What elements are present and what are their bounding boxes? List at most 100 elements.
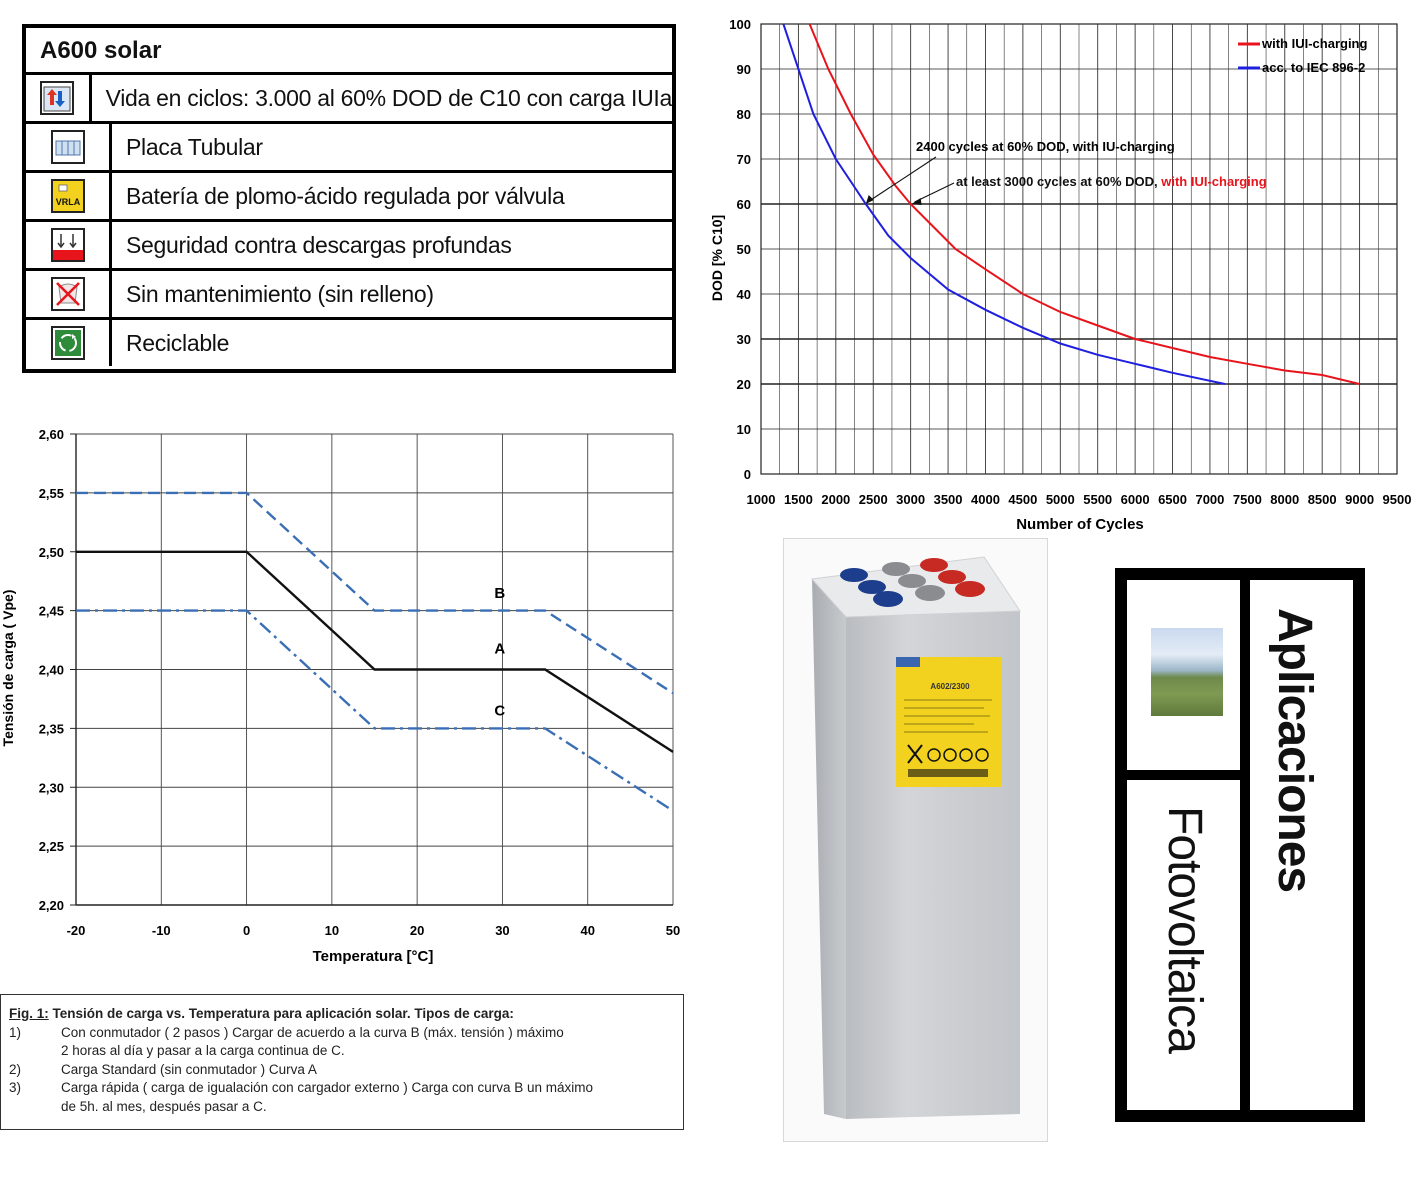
voltage-chart-x-label: Temperatura [°C] — [313, 948, 434, 965]
y-tick-label: 0 — [744, 467, 751, 482]
x-tick-label: 50 — [666, 923, 680, 938]
feature-table: A600 solar Vida en ciclos: 3.000 al 60% … — [22, 24, 676, 373]
cycles-dod-chart: 0 10 20 30 40 50 60 70 80 90 100 1000 1500 2000 2500 3… — [709, 17, 1412, 533]
cycles-chart-grid — [760, 23, 1398, 475]
x-tick-label: 10 — [325, 923, 339, 938]
x-tick-label: 4500 — [1008, 492, 1037, 507]
feature-row: Seguridad contra descargas profundas — [26, 222, 672, 271]
vrla-icon-label: VRLA — [55, 197, 80, 207]
series-line — [76, 491, 674, 695]
battery-illustration: A602/2300 — [810, 556, 1021, 1119]
figure-caption: Fig. 1: Tensión de carga vs. Temperatura… — [0, 994, 684, 1130]
applications-box: Aplicaciones Fotovoltaica — [1115, 568, 1365, 1122]
applications-subtitle: Fotovoltaica — [1158, 806, 1211, 1053]
y-tick-label: 2,40 — [39, 663, 64, 678]
annotation-arrow — [914, 182, 955, 203]
feature-text: Reciclable — [126, 330, 230, 356]
y-tick-label: 2,60 — [39, 427, 64, 442]
x-tick-label: 8500 — [1308, 492, 1337, 507]
applications-title: Aplicaciones — [1268, 608, 1321, 893]
x-tick-label: 40 — [580, 923, 594, 938]
caption-item-line: Con conmutador ( 2 pasos ) Cargar de acu… — [61, 1024, 564, 1040]
y-tick-label: 2,25 — [39, 839, 64, 854]
cycles-chart-y-label: DOD [% C10] — [709, 215, 725, 301]
x-tick-label: 2000 — [821, 492, 850, 507]
x-tick-label: 7500 — [1233, 492, 1262, 507]
curve-label: A — [494, 640, 505, 657]
feature-row: VRLA Batería de plomo-ácido regulada por… — [26, 173, 672, 222]
series-line — [782, 23, 1226, 385]
feature-text: Sin mantenimiento (sin relleno) — [126, 281, 434, 307]
y-tick-label: 100 — [729, 17, 751, 32]
feature-text: Placa Tubular — [126, 134, 263, 160]
feature-table-title: A600 solar — [26, 28, 672, 75]
vrla-icon: VRLA — [50, 179, 85, 213]
x-tick-label: 3000 — [896, 492, 925, 507]
x-tick-label: 1500 — [784, 492, 813, 507]
x-tick-label: 7000 — [1195, 492, 1224, 507]
feature-text: Batería de plomo-ácido regulada por válv… — [126, 183, 565, 209]
x-tick-label: 5500 — [1083, 492, 1112, 507]
x-tick-label: 2500 — [859, 492, 888, 507]
battery-terminals — [840, 558, 985, 607]
caption-item: 1) Con conmutador ( 2 pasos ) Cargar de … — [9, 1024, 673, 1061]
y-tick-label: 2,50 — [39, 545, 64, 560]
y-tick-label: 30 — [737, 332, 751, 347]
caption-item-line: Carga Standard (sin conmutador ) Curva A — [61, 1061, 317, 1077]
feature-row: Placa Tubular — [26, 124, 672, 173]
caption-item-line: 2 horas al día y pasar a la carga contin… — [61, 1043, 345, 1058]
y-tick-label: 90 — [737, 62, 751, 77]
series-line — [76, 609, 674, 812]
voltage-chart-y-ticks: 2,20 2,25 2,30 2,35 2,40 2,45 2,50 2,55 2,60 — [39, 427, 64, 913]
feature-text: Vida en ciclos: 3.000 al 60% DOD de C10 … — [105, 85, 673, 111]
y-tick-label: 2,30 — [39, 780, 64, 795]
y-tick-label: 40 — [737, 287, 751, 302]
x-tick-label: 9500 — [1383, 492, 1412, 507]
y-tick-label: 2,35 — [39, 721, 64, 736]
caption-item: 3) Carga rápida ( carga de igualación co… — [9, 1079, 673, 1116]
x-tick-label: -10 — [152, 923, 171, 938]
x-tick-label: 4000 — [971, 492, 1000, 507]
annotation-arrowhead — [865, 195, 874, 204]
caption-item-line: Carga rápida ( carga de igualación con c… — [61, 1080, 594, 1095]
feature-row: Reciclable — [26, 320, 672, 366]
caption-item-number: 2) — [9, 1061, 22, 1077]
y-tick-label: 2,55 — [39, 486, 64, 501]
voltage-chart-curve-labels: B A C — [494, 585, 505, 720]
deep-discharge-icon — [50, 228, 85, 262]
annotation-arrow — [867, 156, 937, 203]
legend-label: acc. to IEC 896-2 — [1262, 60, 1365, 75]
annotation-arrowhead — [911, 198, 922, 205]
cycles-chart-x-ticks: 1000 1500 2000 2500 3000 3500 4000 4500 5000 5500… — [747, 492, 1412, 507]
legend-label: with IUI-charging — [1261, 36, 1368, 51]
feature-text: Seguridad contra descargas profundas — [126, 232, 512, 258]
cycle-life-icon — [40, 81, 75, 115]
applications-divider — [1240, 580, 1250, 1110]
voltage-chart-grid — [70, 433, 674, 906]
applications-divider — [1127, 770, 1240, 780]
no-maintenance-icon — [50, 277, 85, 311]
x-tick-label: -20 — [67, 923, 86, 938]
caption-item-number: 1) — [9, 1024, 22, 1040]
voltage-temperature-chart: 2,20 2,25 2,30 2,35 2,40 2,45 2,50 2,55 2,60 -20… — [0, 427, 681, 965]
recycle-icon — [50, 326, 85, 360]
battery-label: A602/2300 — [896, 657, 1002, 787]
y-tick-label: 2,20 — [39, 898, 64, 913]
voltage-chart-series — [76, 491, 674, 812]
series-line — [76, 550, 674, 753]
tubular-plate-icon — [50, 130, 85, 164]
x-tick-label: 3500 — [934, 492, 963, 507]
voltage-chart-x-ticks: -20 -10 0 10 20 30 40 50 — [67, 923, 681, 938]
feature-row: Sin mantenimiento (sin relleno) — [26, 271, 672, 320]
series-line — [808, 23, 1360, 385]
x-tick-label: 6000 — [1121, 492, 1150, 507]
caption-item-line: de 5h. al mes, después pasar a C. — [61, 1098, 267, 1114]
battery-photo: A602/2300 — [783, 538, 1048, 1142]
cycles-chart-series — [782, 23, 1360, 385]
x-tick-label: 9000 — [1345, 492, 1374, 507]
annotation-text: at least 3000 cycles at 60% DOD, with IU… — [956, 174, 1267, 189]
battery-model-label: A602/2300 — [930, 682, 970, 691]
caption-item-number: 3) — [9, 1080, 22, 1095]
cycles-chart-y-ticks: 0 10 20 30 40 50 60 70 80 90 100 — [729, 17, 751, 482]
curve-label: B — [494, 585, 505, 602]
